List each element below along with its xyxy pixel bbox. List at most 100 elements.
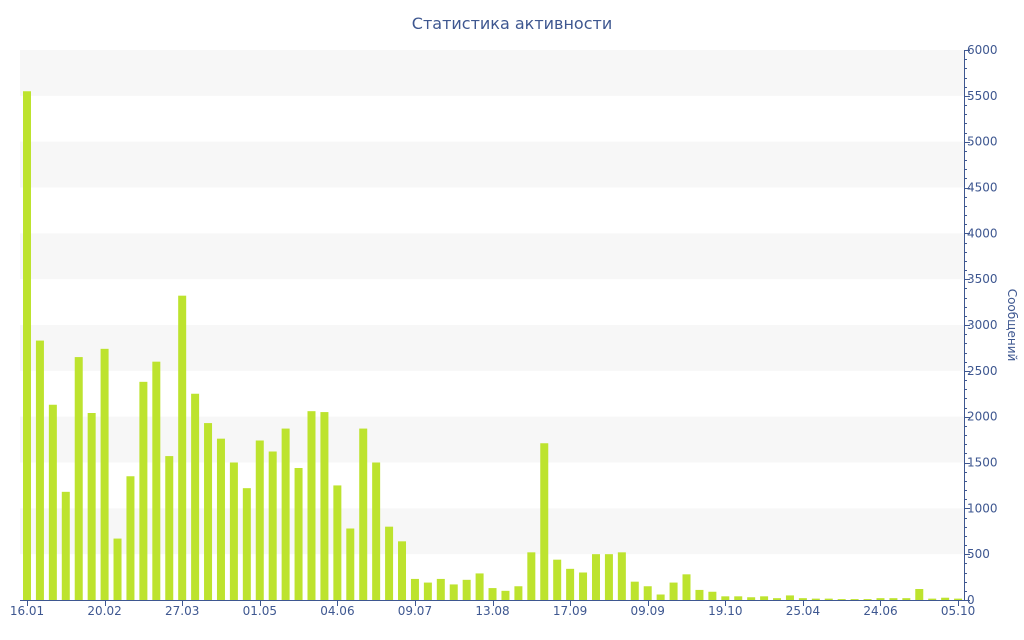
y-tick-labels: 0 500 1000 1500 2000 2500 3000 3500 4000 4500 5000… bbox=[967, 43, 998, 607]
bar bbox=[462, 579, 471, 600]
bar bbox=[863, 599, 872, 600]
bars bbox=[23, 91, 963, 601]
bar bbox=[333, 485, 342, 600]
grid-band bbox=[20, 50, 964, 96]
x-tick-label: 24.06 bbox=[863, 604, 897, 618]
grid-band bbox=[20, 416, 964, 463]
x-tick-label: 01.05 bbox=[243, 604, 277, 618]
x-tick-label: 05.10 bbox=[941, 604, 975, 618]
bar bbox=[229, 462, 238, 600]
bar bbox=[643, 586, 652, 600]
bar bbox=[475, 573, 484, 600]
bar bbox=[204, 423, 213, 600]
bar bbox=[902, 598, 911, 600]
x-tick-label: 20.02 bbox=[87, 604, 121, 618]
bar bbox=[398, 541, 407, 600]
y-tick-label: 2000 bbox=[967, 410, 998, 424]
bar bbox=[191, 393, 200, 600]
bar bbox=[798, 598, 807, 600]
bar bbox=[113, 538, 122, 600]
y-tick-label: 3000 bbox=[967, 318, 998, 332]
bar bbox=[268, 451, 277, 600]
bar bbox=[617, 552, 626, 600]
y-tick-label: 3500 bbox=[967, 272, 998, 286]
bar bbox=[436, 578, 445, 600]
bar bbox=[48, 404, 57, 600]
bar bbox=[604, 554, 613, 600]
x-tick-label: 25.04 bbox=[786, 604, 820, 618]
bar bbox=[23, 91, 31, 600]
bar bbox=[346, 528, 355, 600]
bar bbox=[656, 594, 665, 600]
bar bbox=[449, 584, 458, 600]
x-tick-label: 09.09 bbox=[631, 604, 665, 618]
bar bbox=[307, 411, 316, 600]
bar bbox=[915, 589, 924, 600]
bar bbox=[152, 361, 161, 600]
bar bbox=[630, 581, 639, 600]
bar bbox=[682, 574, 691, 600]
bar bbox=[178, 295, 187, 600]
y-tick-label: 4000 bbox=[967, 226, 998, 240]
x-tick-label: 13.08 bbox=[475, 604, 509, 618]
bar bbox=[100, 348, 109, 600]
grid-band bbox=[20, 325, 964, 371]
grid-bands bbox=[20, 50, 964, 555]
bar bbox=[410, 578, 419, 600]
bar bbox=[385, 526, 394, 600]
bar bbox=[760, 596, 769, 600]
bar bbox=[165, 456, 174, 600]
bar bbox=[359, 428, 368, 600]
y-tick-label: 6000 bbox=[967, 43, 998, 57]
bar bbox=[527, 552, 536, 600]
bar bbox=[61, 491, 70, 600]
bar bbox=[850, 599, 859, 600]
x-tick-label: 16.01 bbox=[10, 604, 44, 618]
bar bbox=[954, 598, 963, 601]
bar bbox=[242, 488, 251, 600]
bar bbox=[824, 598, 833, 601]
bar bbox=[566, 568, 575, 600]
grid-band bbox=[20, 141, 964, 188]
y-tick-label: 500 bbox=[967, 547, 990, 561]
bar bbox=[216, 438, 225, 600]
bar bbox=[785, 595, 794, 600]
bar bbox=[74, 357, 83, 600]
y-axis-title: Сообщений bbox=[1005, 289, 1019, 362]
bar bbox=[87, 413, 96, 600]
y-tick-label: 4500 bbox=[967, 181, 998, 195]
bar bbox=[747, 597, 756, 600]
bar bbox=[488, 588, 497, 600]
bar bbox=[281, 428, 290, 600]
y-tick-label: 2500 bbox=[967, 364, 998, 378]
grid-band bbox=[20, 233, 964, 280]
bar bbox=[501, 590, 510, 600]
bar bbox=[721, 596, 730, 600]
axes bbox=[20, 50, 970, 606]
bar bbox=[876, 598, 885, 600]
bar bbox=[514, 586, 523, 600]
bar bbox=[889, 598, 898, 600]
y-tick-label: 1000 bbox=[967, 501, 998, 515]
x-tick-label: 27.03 bbox=[165, 604, 199, 618]
chart-title: Статистика активности bbox=[411, 14, 613, 33]
bar bbox=[837, 599, 846, 600]
bar bbox=[579, 572, 588, 600]
x-tick-label: 09.07 bbox=[398, 604, 432, 618]
bar bbox=[669, 582, 678, 600]
bar bbox=[139, 381, 148, 600]
x-tick-label: 04.06 bbox=[320, 604, 354, 618]
bar bbox=[591, 554, 600, 600]
grid-band bbox=[20, 508, 964, 555]
x-tick-labels: 16.01 20.02 27.03 01.05 04.06 09.07 13.08 17.09… bbox=[10, 604, 975, 618]
bar bbox=[320, 412, 329, 600]
x-tick-label: 19.10 bbox=[708, 604, 742, 618]
bar bbox=[695, 589, 704, 600]
y-tick-label: 1500 bbox=[967, 456, 998, 470]
bar bbox=[734, 596, 743, 600]
bar bbox=[294, 468, 303, 600]
bar bbox=[708, 591, 717, 600]
bar bbox=[255, 440, 264, 600]
bar bbox=[35, 340, 44, 600]
